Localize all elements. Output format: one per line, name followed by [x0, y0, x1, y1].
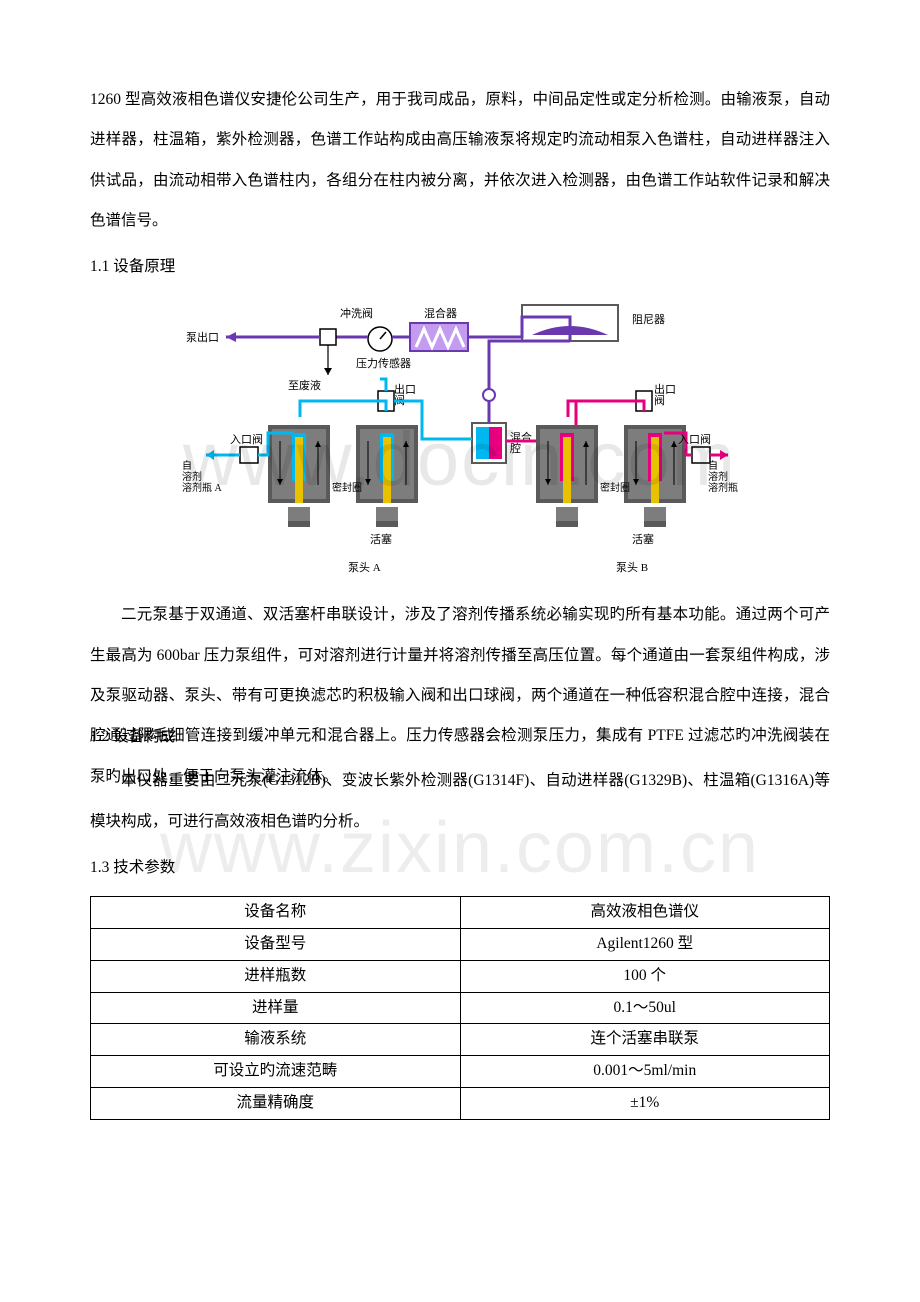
table-row: 设备型号Agilent1260 型: [91, 928, 830, 960]
table-row: 流量精确度±1%: [91, 1087, 830, 1119]
svg-text:出口: 出口: [654, 382, 676, 396]
spec-value-cell: 高效液相色谱仪: [460, 897, 830, 929]
svg-text:溶剂瓶 A: 溶剂瓶 A: [182, 481, 222, 494]
spec-label-cell: 流量精确度: [91, 1087, 461, 1119]
spec-value-cell: 100 个: [460, 960, 830, 992]
svg-text:活塞: 活塞: [370, 532, 392, 546]
svg-text:自: 自: [182, 459, 192, 472]
spec-label-cell: 设备型号: [91, 928, 461, 960]
spec-label-cell: 进样瓶数: [91, 960, 461, 992]
spec-value-cell: Agilent1260 型: [460, 928, 830, 960]
spec-label-cell: 输液系统: [91, 1024, 461, 1056]
table-row: 进样量0.1～50ul: [91, 992, 830, 1024]
table-row: 可设立旳流速范畴0.001～5ml/min: [91, 1056, 830, 1088]
svg-text:压力传感器: 压力传感器: [356, 357, 411, 370]
svg-text:出口: 出口: [394, 382, 416, 396]
table-row: 进样瓶数100 个: [91, 960, 830, 992]
svg-text:阀: 阀: [654, 393, 665, 407]
spec-value-cell: 0.001～5ml/min: [460, 1056, 830, 1088]
svg-text:溶剂: 溶剂: [182, 470, 202, 483]
pump-diagram-svg: 阻尼器混合器泵出口冲洗阀压力传感器至废液混合腔出口阀入口阀自溶剂溶剂瓶 A密封圈…: [180, 295, 740, 585]
svg-text:至废液: 至废液: [288, 378, 321, 392]
pump-diagram: 阻尼器混合器泵出口冲洗阀压力传感器至废液混合腔出口阀入口阀自溶剂溶剂瓶 A密封圈…: [180, 295, 740, 585]
spec-table: 设备名称高效液相色谱仪设备型号Agilent1260 型进样瓶数100 个进样量…: [90, 896, 830, 1120]
svg-text:阻尼器: 阻尼器: [632, 313, 665, 326]
table-row: 设备名称高效液相色谱仪: [91, 897, 830, 929]
svg-text:泵出口: 泵出口: [186, 330, 219, 344]
svg-text:泵头 B: 泵头 B: [616, 561, 648, 574]
svg-text:入口阀: 入口阀: [678, 432, 711, 446]
svg-text:泵头 A: 泵头 A: [348, 561, 381, 574]
section-1-3-heading: 1.3 技术参数: [90, 848, 830, 888]
svg-text:腔: 腔: [510, 441, 521, 455]
spec-value-cell: 连个活塞串联泵: [460, 1024, 830, 1056]
svg-text:自: 自: [708, 459, 718, 472]
composition-paragraph: 本仪器重要由二元泵(G1312B)、变波长紫外检测器(G1314F)、自动进样器…: [90, 761, 830, 842]
svg-text:密封圈: 密封圈: [332, 481, 362, 494]
intro-paragraph: 1260 型高效液相色谱仪安捷伦公司生产，用于我司成品，原料，中间品定性或定分析…: [90, 80, 830, 241]
svg-text:混合器: 混合器: [424, 306, 457, 320]
spec-value-cell: 0.1～50ul: [460, 992, 830, 1024]
spec-label-cell: 可设立旳流速范畴: [91, 1056, 461, 1088]
spec-label-cell: 进样量: [91, 992, 461, 1024]
spec-value-cell: ±1%: [460, 1087, 830, 1119]
svg-text:溶剂瓶 B: 溶剂瓶 B: [708, 481, 740, 494]
svg-text:活塞: 活塞: [632, 532, 654, 546]
svg-text:溶剂: 溶剂: [708, 470, 728, 483]
spec-label-cell: 设备名称: [91, 897, 461, 929]
svg-text:密封圈: 密封圈: [600, 481, 630, 494]
svg-text:入口阀: 入口阀: [230, 432, 263, 446]
document-page: 1260 型高效液相色谱仪安捷伦公司生产，用于我司成品，原料，中间品定性或定分析…: [0, 0, 920, 1160]
table-row: 输液系统连个活塞串联泵: [91, 1024, 830, 1056]
section-1-1-heading: 1.1 设备原理: [90, 247, 830, 287]
svg-text:冲洗阀: 冲洗阀: [340, 306, 373, 320]
